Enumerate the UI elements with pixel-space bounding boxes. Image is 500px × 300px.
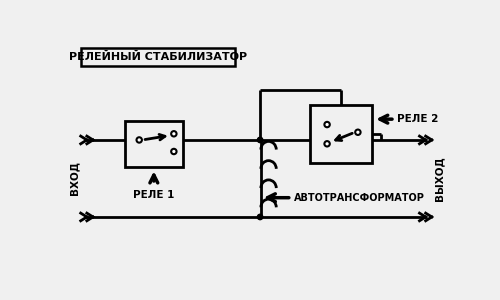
Text: РЕЛЕ 1: РЕЛЕ 1 [133, 190, 174, 200]
Circle shape [258, 214, 263, 220]
Circle shape [171, 149, 176, 154]
Bar [310, 105, 372, 163]
Text: ВЫХОД: ВЫХОД [434, 156, 444, 201]
Bar [126, 121, 183, 167]
Text: АВТОТРАНСФОРМАТОР: АВТОТРАНСФОРМАТОР [294, 193, 425, 203]
Circle shape [324, 141, 330, 146]
Circle shape [258, 137, 263, 142]
Circle shape [355, 130, 360, 135]
Circle shape [136, 137, 142, 142]
Circle shape [324, 122, 330, 127]
Text: РЕЛЕЙНЫЙ СТАБИЛИЗАТОР: РЕЛЕЙНЫЙ СТАБИЛИЗАТОР [68, 52, 247, 62]
Text: ВХОД: ВХОД [70, 161, 80, 196]
Circle shape [171, 131, 176, 136]
Bar [80, 47, 234, 66]
Text: РЕЛЕ 2: РЕЛЕ 2 [397, 114, 438, 124]
